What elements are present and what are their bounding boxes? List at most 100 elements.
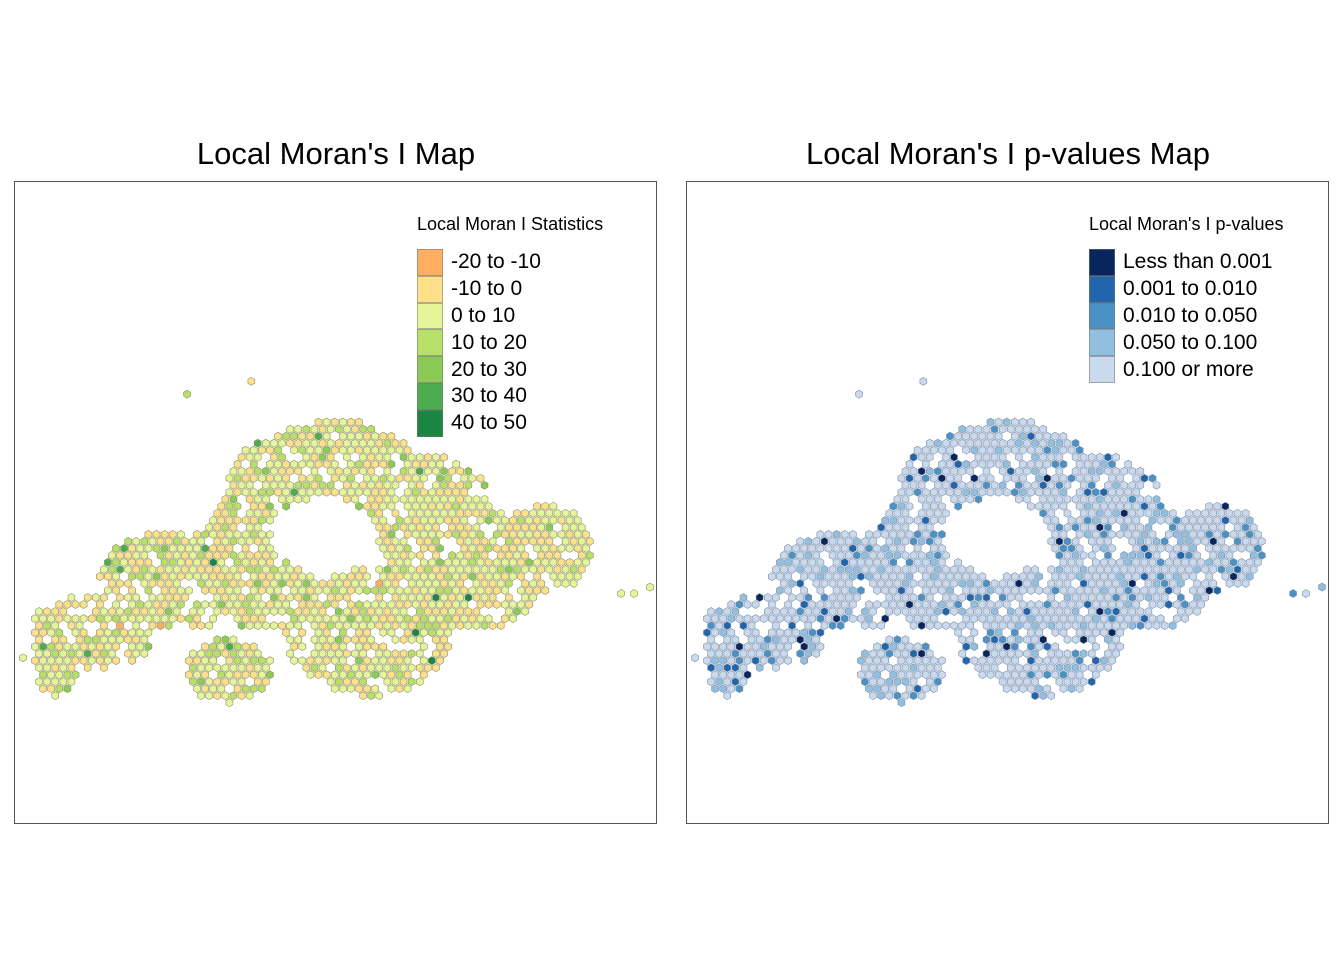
hex-cell xyxy=(986,628,995,637)
hex-cell xyxy=(201,670,209,680)
hex-cell xyxy=(513,508,521,518)
hex-cell xyxy=(1063,635,1072,644)
hex-cell xyxy=(909,649,918,658)
hex-cell xyxy=(1156,516,1165,525)
legend-label: 0.100 or more xyxy=(1123,357,1254,381)
hex-cell xyxy=(245,508,254,518)
hex-cell xyxy=(573,516,582,525)
hex-cell xyxy=(391,677,400,687)
hex-cell xyxy=(569,537,578,546)
hex-cell xyxy=(832,558,841,567)
hex-cell xyxy=(318,438,327,448)
hex-cell xyxy=(229,551,238,560)
hex-cell xyxy=(812,565,821,574)
hex-cell xyxy=(51,663,59,673)
hex-cell xyxy=(221,551,230,560)
hex-cell xyxy=(254,494,262,504)
hex-cell xyxy=(444,572,452,581)
hex-cell xyxy=(144,586,153,595)
hex-cell xyxy=(1079,508,1088,518)
hex-cell xyxy=(845,579,853,588)
hex-cell xyxy=(55,614,64,623)
hex-cell xyxy=(497,579,505,588)
hex-cell xyxy=(391,565,400,574)
hex-cell xyxy=(1177,607,1185,616)
hex-cell xyxy=(156,565,165,574)
hex-cell xyxy=(286,579,294,588)
hex-cell xyxy=(930,586,938,595)
hex-cell xyxy=(399,663,408,673)
hex-cell xyxy=(92,607,100,616)
hex-cell xyxy=(1051,572,1060,581)
hex-cell xyxy=(330,600,339,609)
hex-cell xyxy=(452,530,460,539)
hex-cell xyxy=(1116,501,1124,511)
hex-cell xyxy=(840,600,849,609)
hex-cell xyxy=(986,445,995,455)
hex-cell xyxy=(359,635,367,644)
hex-cell xyxy=(132,537,140,546)
hex-cell xyxy=(792,544,800,553)
hex-cell xyxy=(403,445,412,455)
hex-cell xyxy=(270,508,278,518)
hex-cell xyxy=(164,593,173,602)
hex-cell xyxy=(237,565,246,574)
hex-cell xyxy=(1075,586,1084,595)
hex-cell xyxy=(306,459,315,469)
hex-cell xyxy=(1193,579,1201,588)
hex-cell xyxy=(1205,586,1213,595)
hex-cell xyxy=(488,579,497,588)
hex-cell xyxy=(586,551,594,560)
hex-cell xyxy=(1031,663,1039,673)
hex-cell xyxy=(921,445,930,455)
hex-cell xyxy=(998,452,1007,462)
hex-cell xyxy=(359,424,367,434)
hex-cell xyxy=(371,586,379,595)
hex-cell xyxy=(808,600,817,609)
hex-cell xyxy=(201,558,209,567)
hex-cell xyxy=(237,551,246,560)
hex-cell xyxy=(990,607,999,616)
hex-cell xyxy=(444,642,452,651)
hex-cell xyxy=(1088,480,1096,490)
hex-cell xyxy=(885,579,893,588)
hex-cell xyxy=(464,593,473,602)
legend-label: 0 to 10 xyxy=(451,303,516,327)
hex-cell xyxy=(298,431,307,441)
hex-cell xyxy=(298,628,307,637)
hex-cell xyxy=(379,445,388,455)
hex-cell xyxy=(986,417,995,427)
hex-cell xyxy=(913,445,922,455)
legend-swatch xyxy=(417,249,443,276)
hex-cell xyxy=(893,607,902,616)
hex-cell xyxy=(1043,473,1051,483)
hex-cell xyxy=(1067,445,1076,455)
hex-cell xyxy=(897,572,906,581)
hex-cell xyxy=(970,586,979,595)
hex-cell xyxy=(586,537,594,546)
hex-cell xyxy=(812,607,821,616)
hex-cell xyxy=(213,537,221,546)
hex-cell xyxy=(889,586,898,595)
hex-cell xyxy=(391,523,400,532)
hex-cell xyxy=(428,586,436,595)
hex-cell xyxy=(395,558,404,567)
hex-cell xyxy=(92,635,100,644)
hex-cell xyxy=(1071,649,1080,658)
hex-cell xyxy=(278,466,286,476)
hex-cell xyxy=(318,424,327,434)
hex-cell xyxy=(411,516,420,525)
hex-cell xyxy=(1039,438,1047,448)
hex-cell xyxy=(513,565,521,574)
hex-cell xyxy=(934,438,942,448)
hex-cell xyxy=(448,579,456,588)
hex-cell xyxy=(1104,607,1112,616)
hex-cell xyxy=(974,663,983,673)
hex-cell xyxy=(258,501,266,511)
hex-cell xyxy=(363,614,371,623)
hex-cell xyxy=(258,487,266,497)
hex-cell xyxy=(322,628,331,637)
hex-cell xyxy=(456,621,464,630)
hex-cell xyxy=(472,621,481,630)
hex-cell xyxy=(840,530,849,539)
